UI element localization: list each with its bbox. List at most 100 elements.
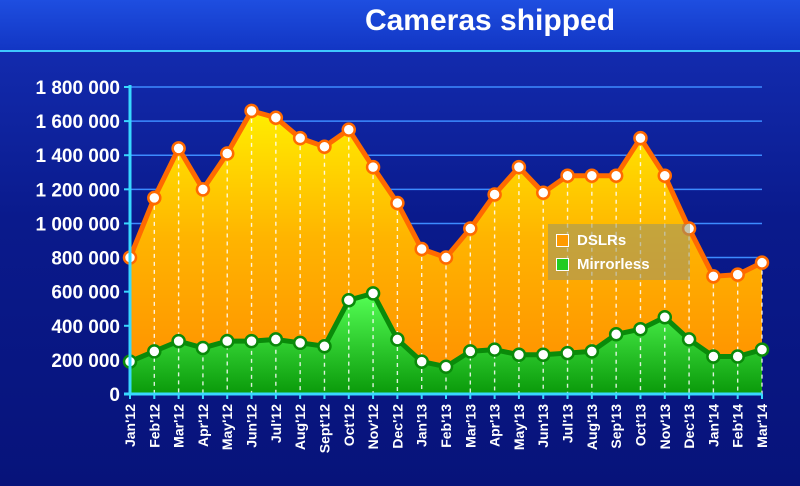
x-tick-label: Jun'12 [244,404,260,448]
y-tick-label: 1 000 000 [35,214,120,235]
point-dslrs [584,168,600,183]
point-mirrorless [219,333,235,349]
legend-label-dslrs: DSLRs [577,231,627,249]
title-band [0,0,800,52]
legend: DSLRs Mirrorless [548,224,690,280]
x-tick-label: Mar'13 [462,404,478,448]
x-tick-label: Nov'13 [657,404,673,450]
x-tick-label: Jan'12 [122,404,138,447]
point-mirrorless [706,349,721,364]
y-tick-label: 1 800 000 [35,78,120,99]
point-mirrorless [463,344,478,359]
point-dslrs [706,269,721,284]
x-tick-label: Jul'13 [560,404,576,443]
point-mirrorless [195,340,211,356]
x-tick-label: Feb'14 [730,404,746,448]
point-dslrs [754,255,770,270]
point-dslrs [657,168,673,183]
point-mirrorless [365,286,381,301]
point-mirrorless [487,342,502,357]
x-tick-label: Oct'13 [632,404,648,446]
y-tick-label: 800 000 [51,249,120,270]
x-tick-label: Jan'14 [705,404,721,447]
chart-title: Cameras shipped [364,4,616,37]
x-tick-label: Dec'13 [681,404,697,449]
y-tick-label: 1 400 000 [35,146,120,167]
x-tick-label: Jul'12 [268,404,284,443]
point-dslrs [341,122,357,137]
y-tick-label: 0 [109,385,120,406]
point-mirrorless [730,349,745,364]
x-tick-label: Dec'12 [389,404,405,449]
point-dslrs [633,130,648,146]
point-dslrs [511,159,527,175]
point-mirrorless [754,342,770,357]
x-tick-label: Mar'14 [754,404,770,448]
y-tick-label: 600 000 [51,283,120,304]
point-dslrs [438,250,454,265]
x-tick-label: Sep'13 [608,404,624,449]
point-mirrorless [681,332,697,347]
point-mirrorless [317,338,332,354]
point-dslrs [730,267,745,282]
point-dslrs [535,185,551,200]
point-mirrorless [584,344,600,359]
x-tick-label: Jun'13 [535,404,551,448]
point-mirrorless [390,332,405,347]
point-dslrs [195,182,211,197]
x-tick-label: Feb'13 [438,404,454,448]
point-dslrs [608,168,624,183]
point-dslrs [317,139,332,154]
x-tick-label: Aug'12 [292,404,308,450]
point-mirrorless [438,359,454,374]
point-mirrorless [535,347,551,363]
x-tick-label: Aug'13 [584,404,600,450]
legend-swatch-mirrorless [556,257,569,271]
x-tick-label: May'13 [511,404,527,450]
area-dslrs [130,110,762,394]
point-mirrorless [608,327,624,342]
point-mirrorless [511,347,527,363]
x-tick-label: Jan'13 [414,404,430,447]
legend-label-mirrorless: Mirrorless [577,255,650,273]
x-tick-label: Mar'12 [171,404,187,448]
point-mirrorless [633,321,648,337]
point-dslrs [365,159,381,175]
x-tick-label: Apr'12 [195,404,211,447]
point-mirrorless [657,310,673,325]
legend-item-mirrorless: Mirrorless [556,252,682,276]
point-mirrorless [147,344,162,359]
point-dslrs [390,195,405,211]
y-tick-label: 1 600 000 [35,112,120,133]
point-mirrorless [171,333,186,349]
point-dslrs [268,110,284,125]
point-mirrorless [414,354,429,369]
point-dslrs [292,130,308,146]
point-dslrs [147,190,162,206]
point-dslrs [560,168,575,183]
point-dslrs [219,146,235,161]
y-tick-label: 400 000 [51,317,120,338]
point-mirrorless [560,345,575,361]
point-dslrs [463,221,478,236]
x-tick-label: Oct'12 [341,404,357,446]
x-tick-label: Feb'12 [146,404,162,448]
y-tick-label: 1 200 000 [35,180,120,201]
legend-swatch-dslrs [556,233,569,247]
point-dslrs [414,241,429,257]
x-tick-label: May'12 [219,404,235,450]
x-tick-label: Sept'12 [316,404,332,453]
point-mirrorless [292,335,308,351]
y-tick-label: 200 000 [51,351,120,372]
point-dslrs [171,141,186,156]
point-dslrs [487,187,502,202]
area-mirrorless [130,293,762,394]
legend-item-dslrs: DSLRs [556,228,682,252]
point-dslrs [244,103,259,119]
point-mirrorless [268,332,284,347]
point-mirrorless [244,333,259,349]
x-tick-label: Apr'13 [487,404,503,447]
point-mirrorless [341,292,357,308]
